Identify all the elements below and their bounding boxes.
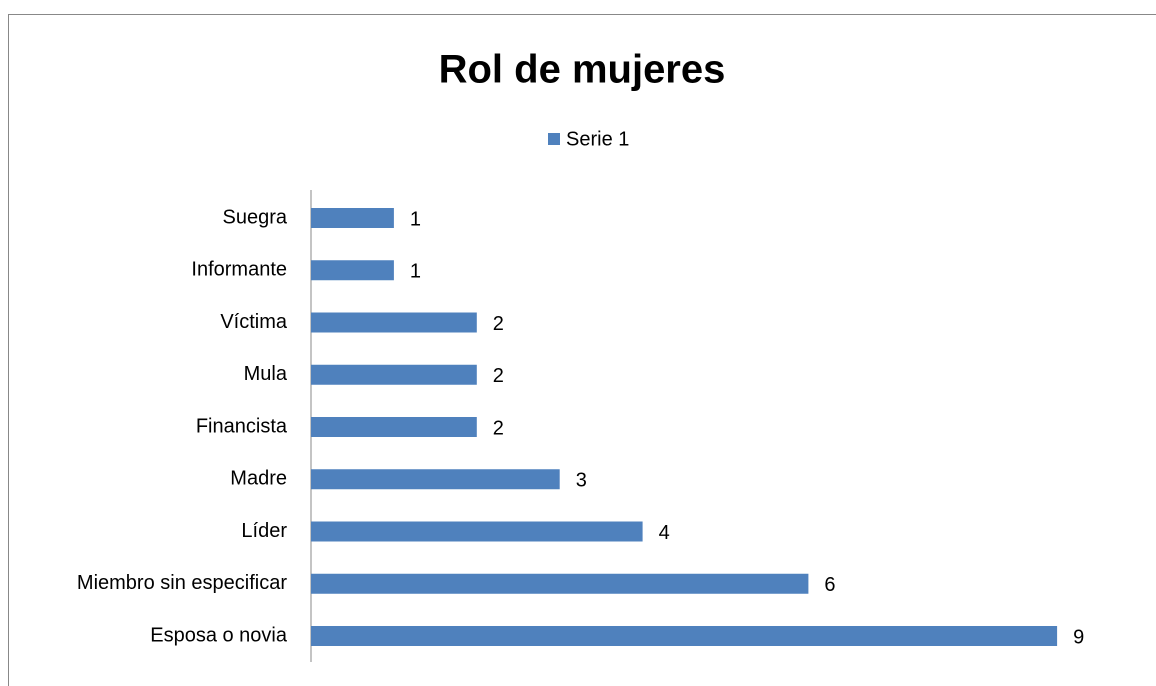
y-tick-label: Financista [196, 415, 288, 437]
y-tick-label: Madre [230, 468, 287, 490]
y-tick-label: Miembro sin especificar [77, 572, 287, 594]
value-label: 3 [576, 470, 587, 492]
y-tick-label: Víctima [220, 311, 288, 333]
y-tick-label: Suegra [223, 206, 288, 228]
chart-title: Rol de mujeres [439, 48, 726, 92]
bar [311, 260, 394, 281]
bar [311, 573, 809, 594]
y-tick-label: Mula [244, 363, 288, 385]
y-tick-label: Informante [191, 259, 287, 281]
value-label: 2 [493, 365, 504, 387]
bar [311, 312, 477, 333]
y-tick-label: Líder [241, 520, 287, 542]
y-tick-label: Esposa o novia [150, 624, 288, 646]
value-label: 9 [1073, 626, 1084, 648]
value-label: 6 [824, 574, 835, 596]
legend-swatch [548, 133, 560, 145]
value-label: 4 [659, 522, 670, 544]
bar [311, 626, 1058, 646]
bar [311, 521, 643, 542]
value-label: 1 [410, 261, 421, 283]
value-label: 2 [493, 417, 504, 439]
bar [311, 208, 394, 228]
value-label: 2 [493, 313, 504, 335]
bar [311, 417, 477, 437]
bar [311, 469, 560, 490]
bar [311, 364, 477, 385]
value-label: 1 [410, 208, 421, 230]
legend-label: Serie 1 [566, 128, 629, 150]
